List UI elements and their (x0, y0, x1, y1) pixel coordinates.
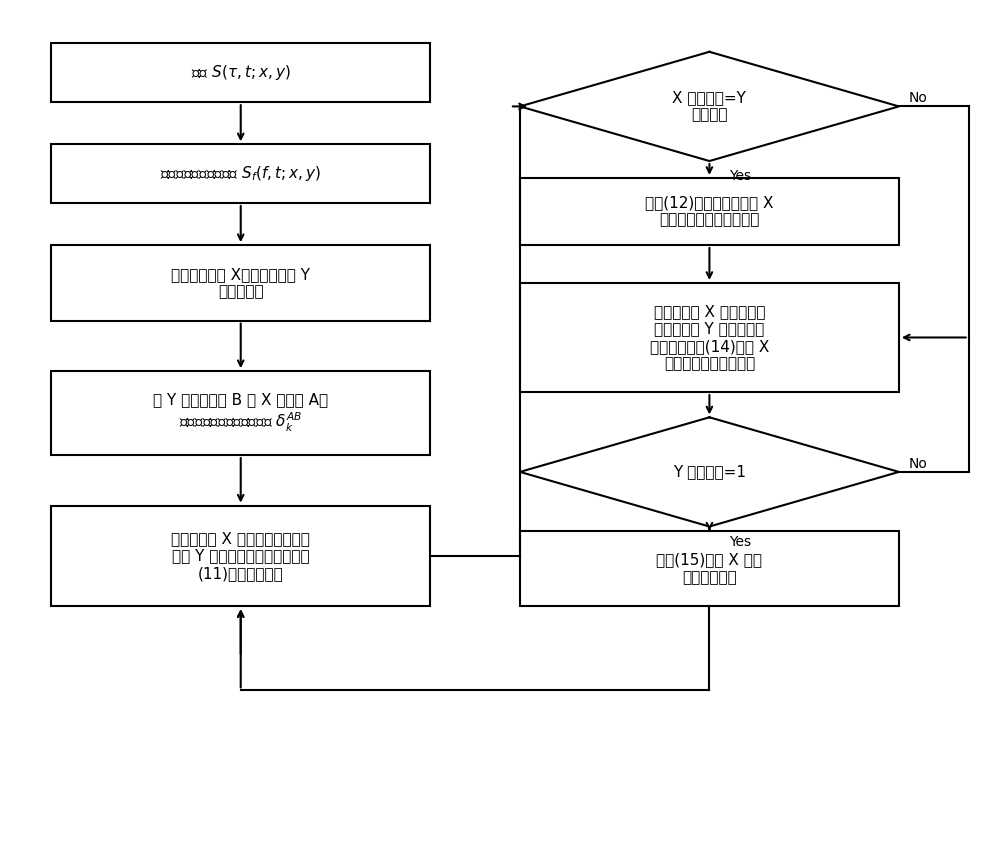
Text: 在图像空间 X 划分网格，
在信号空间 Y 综合网格，
并由迭代公式(14)计算 X
网格上插值点处像素值: 在图像空间 X 划分网格， 在信号空间 Y 综合网格， 并由迭代公式(14)计算… (650, 303, 769, 371)
FancyBboxPatch shape (51, 245, 430, 320)
Text: X 上网格数=Y
上网格数: X 上网格数=Y 上网格数 (672, 90, 746, 122)
FancyBboxPatch shape (520, 178, 899, 245)
FancyBboxPatch shape (51, 144, 430, 203)
Text: Y 上网格数=1: Y 上网格数=1 (673, 464, 746, 480)
Polygon shape (520, 417, 899, 527)
Polygon shape (520, 51, 899, 161)
Text: Yes: Yes (729, 169, 751, 184)
Text: No: No (909, 91, 928, 105)
Text: 距离压缩后距离向频谱 $S_f(f,t;x,y)$: 距离压缩后距离向频谱 $S_f(f,t;x,y)$ (160, 164, 321, 183)
FancyBboxPatch shape (51, 371, 430, 455)
Text: 确定成像区域 X，在信号空间 Y
上划分网格: 确定成像区域 X，在信号空间 Y 上划分网格 (171, 266, 310, 299)
Text: 由式(15)实现 X 区域
内目标精聚焦: 由式(15)实现 X 区域 内目标精聚焦 (656, 552, 762, 585)
FancyBboxPatch shape (51, 43, 430, 102)
Text: 对 Y 上网格节点 B 与 X 上节点 A，
初始化对应节点的展开系数 $\delta_k^{AB}$: 对 Y 上网格节点 B 与 X 上节点 A， 初始化对应节点的展开系数 $\de… (153, 392, 328, 434)
FancyBboxPatch shape (520, 531, 899, 606)
Text: 在图像空间 X 划分网格，在信号
空间 Y 综合网格，并由迭代公式
(11)计算展开系数: 在图像空间 X 划分网格，在信号 空间 Y 综合网格，并由迭代公式 (11)计算… (171, 531, 310, 581)
Text: 回波 $S(\tau,t;x,y)$: 回波 $S(\tau,t;x,y)$ (191, 63, 291, 83)
FancyBboxPatch shape (51, 506, 430, 606)
Text: 根据(12)由展开系数计算 X
上节点内插值点处像素值: 根据(12)由展开系数计算 X 上节点内插值点处像素值 (645, 196, 774, 228)
Text: No: No (909, 457, 928, 470)
FancyBboxPatch shape (520, 283, 899, 392)
Text: Yes: Yes (729, 535, 751, 549)
